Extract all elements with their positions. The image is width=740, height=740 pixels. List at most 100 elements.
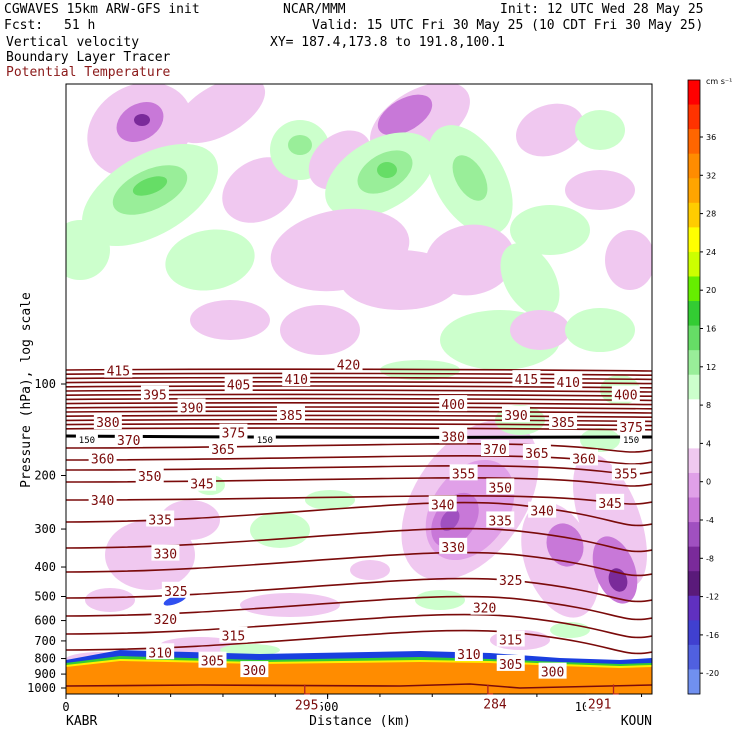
theta-labels: 415 395 405 410 420 380 390 385 375 370 365 360 350 3… xyxy=(75,355,646,714)
colorbar-label: 12 xyxy=(706,363,716,372)
theta-label-bg xyxy=(470,598,499,615)
theta-label: 150 xyxy=(257,436,273,446)
colorbar-label: 0 xyxy=(706,478,711,487)
theta-label-bg xyxy=(224,375,253,392)
vv-area xyxy=(605,230,652,290)
theta-label: 385 xyxy=(279,409,302,424)
colorbar-swatch xyxy=(688,80,700,106)
theta-label-bg xyxy=(439,395,468,412)
colorbar-swatch xyxy=(688,325,700,351)
theta-label: 390 xyxy=(504,409,527,424)
theta-label-bg xyxy=(198,651,227,668)
colorbar-swatch xyxy=(688,669,700,695)
vv-area xyxy=(220,644,280,656)
colorbar-swatch xyxy=(688,227,700,253)
theta-label: 150 xyxy=(623,436,639,446)
theta-label-bg xyxy=(151,544,180,561)
theta-label: 345 xyxy=(598,497,621,512)
vv-area xyxy=(546,523,584,567)
theta-label: 400 xyxy=(441,398,464,413)
colorbar-label: 28 xyxy=(706,210,716,219)
theta-label: 360 xyxy=(572,452,595,467)
theta-label-bg xyxy=(496,630,525,647)
colorbar-label: 8 xyxy=(706,401,711,410)
theta-label: 315 xyxy=(499,634,522,649)
vv-area xyxy=(105,520,195,590)
theta-label-bg xyxy=(282,370,311,387)
vv-area xyxy=(415,590,465,610)
theta-label: 400 xyxy=(614,389,637,404)
colorbar-swatch xyxy=(688,129,700,155)
low-marker: L xyxy=(486,683,494,698)
theta-contour xyxy=(66,683,652,689)
y-tick-label: 500 xyxy=(34,589,56,603)
colorbar-swatch xyxy=(688,546,700,572)
theta-label: 390 xyxy=(180,401,203,416)
valid-time: Valid: 15 UTC Fri 30 May 25 (10 CDT Fri … xyxy=(312,18,704,33)
theta-contour xyxy=(66,613,652,639)
low-marker: L xyxy=(611,683,619,698)
theta-label: 415 xyxy=(107,365,130,380)
y-axis-label: Pressure (hPa), log scale xyxy=(19,292,34,488)
cross-section-endpoints: XY= 187.4,173.8 to 191.8,100.1 xyxy=(270,35,505,50)
colorbar-swatch xyxy=(688,448,700,474)
theta-label-bg xyxy=(569,449,598,466)
theta-label: 375 xyxy=(222,427,245,442)
x-tick-label: 500 xyxy=(317,700,339,714)
theta-label: 150 xyxy=(79,436,95,446)
theta-label-bg xyxy=(75,432,98,445)
theta-contour xyxy=(66,577,652,603)
colorbar-label: 24 xyxy=(706,248,716,257)
theta-label-bg xyxy=(253,432,276,445)
y-tick-label: 800 xyxy=(34,652,56,666)
model-title: CGWAVES 15km ARW-GFS init xyxy=(4,2,200,17)
forecast-label: Fcst: xyxy=(4,18,44,33)
colorbar-swatch xyxy=(688,497,700,523)
theta-label-bg xyxy=(554,372,583,389)
theta-label: 320 xyxy=(473,602,496,617)
vv-area xyxy=(440,509,460,531)
theta-label: 370 xyxy=(483,443,506,458)
theta-label: 320 xyxy=(154,613,177,628)
colorbar-label: 32 xyxy=(706,171,716,180)
theta-label: 350 xyxy=(138,470,161,485)
theta-label: 340 xyxy=(431,498,454,513)
field-potential-temperature: Potential Temperature xyxy=(6,65,171,80)
theta-label-bg xyxy=(428,495,457,512)
theta-label-bg xyxy=(481,440,510,457)
theta-label: 330 xyxy=(154,548,177,563)
theta-label: 345 xyxy=(190,478,213,493)
y-tick-label: 700 xyxy=(34,634,56,648)
theta-label-bg xyxy=(611,385,640,402)
theta-contour xyxy=(66,551,652,577)
theta-label-bg xyxy=(512,370,541,387)
theta-label: 410 xyxy=(557,376,580,391)
theta-label: 380 xyxy=(96,416,119,431)
tropopause-line xyxy=(66,434,652,439)
low-marker: L xyxy=(303,683,311,698)
theta-contour xyxy=(66,501,652,527)
colorbar-label: -8 xyxy=(706,554,714,563)
vv-area xyxy=(377,94,433,136)
vv-area xyxy=(165,229,255,291)
left-endpoint-label: KABR xyxy=(66,714,97,729)
theta-label: 365 xyxy=(211,443,234,458)
y-tick-label: 100 xyxy=(34,377,56,391)
vv-area xyxy=(222,157,298,223)
theta-contour xyxy=(66,443,652,453)
theta-label-bg xyxy=(146,510,175,527)
colorbar-swatch xyxy=(688,399,700,425)
colorbar-swatch xyxy=(688,595,700,621)
vv-area xyxy=(516,103,584,157)
vv-area xyxy=(565,170,635,210)
theta-label: 370 xyxy=(117,434,140,449)
theta-contour xyxy=(66,455,652,465)
vv-area xyxy=(452,155,488,201)
theta-label-bg xyxy=(104,361,133,378)
theta-label-bg xyxy=(481,694,510,711)
colorbar-swatch xyxy=(688,251,700,277)
colorbar-label: 16 xyxy=(706,325,716,334)
colorbar: cm s⁻¹ 36 32 28 24 20 16 12 8 4 0 -4 -8 -12 -16 -20 xyxy=(687,77,732,695)
theta-label-bg xyxy=(549,413,578,430)
center-name: NCAR/MMM xyxy=(283,2,346,17)
